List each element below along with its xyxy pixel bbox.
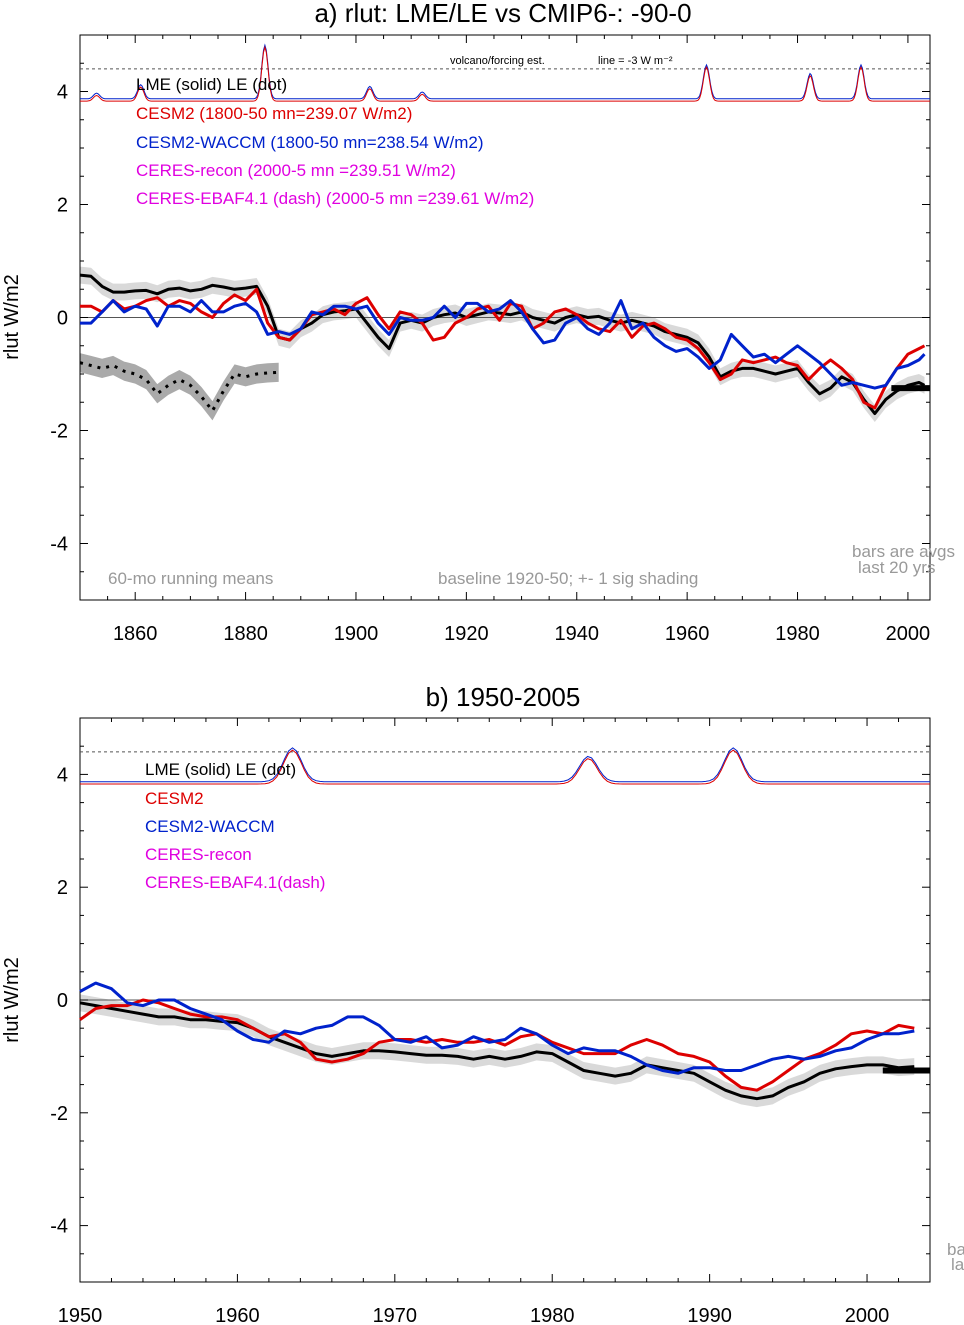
x-tick-label: 1970 (373, 1305, 418, 1325)
x-tick-label: 1960 (665, 623, 710, 645)
x-tick-label: 2000 (845, 1305, 890, 1325)
panel-b: b) 1950-2005 -4 -2 0 2 4 1950 1960 1970 1980 1990… (1, 682, 964, 1325)
panel-b-annotations: ba la (947, 1240, 964, 1274)
annotation-line-ref: line = -3 W m⁻² (598, 55, 673, 67)
legend-lme-le: LME (solid) LE (dot) (136, 75, 287, 94)
y-tick-label: -2 (50, 421, 68, 443)
y-tick-label: 0 (57, 308, 68, 330)
forcing-cesm2-line (80, 45, 930, 102)
legend-waccm: CESM2-WACCM (1800-50 mn=238.54 W/m2) (136, 133, 484, 152)
series-cesm2-waccm-line (79, 981, 915, 1075)
x-tick-label: 1920 (444, 623, 489, 645)
x-tick-label: 1860 (113, 623, 158, 645)
panel-a-series (79, 43, 930, 416)
panel-b-title: b) 1950-2005 (426, 682, 581, 712)
annotation-running: 60-mo running means (108, 569, 273, 588)
panel-a-title: a) rlut: LME/LE vs CMIP6-: -90-0 (314, 0, 691, 28)
y-tick-label: 4 (57, 764, 68, 786)
panel-a-ylabel: rlut W/m2 (1, 274, 23, 360)
y-tick-label: -4 (50, 1216, 68, 1238)
legend-ceres: CERES-recon (2000-5 mn =239.51 W/m2) (136, 161, 456, 180)
annotation-bars-2: last 20 yrs (858, 558, 935, 577)
series-lme-line (79, 1001, 915, 1101)
forcing-cesm2-line (80, 749, 930, 785)
annotation-bars-1: bars are avgs (852, 542, 955, 561)
y-tick-label: 2 (57, 877, 68, 899)
x-tick-label: 1990 (687, 1305, 732, 1325)
series-cesm2-line (80, 287, 926, 410)
panel-a-shading (80, 266, 925, 423)
x-tick-label: 1880 (223, 623, 268, 645)
panel-b-ylabel: rlut W/m2 (1, 957, 23, 1043)
legend-cesm2: CESM2 (145, 789, 204, 808)
y-tick-label: 0 (57, 990, 68, 1012)
forcing-waccm-line (80, 747, 930, 783)
panel-b-axes: -4 -2 0 2 4 1950 1960 1970 1980 1990 2000 (50, 717, 931, 1325)
panel-a-axes: -4 -2 0 2 4 1860 1880 1900 1920 1940 1960 1980 2000 (50, 34, 931, 645)
x-tick-label: 1940 (555, 623, 600, 645)
y-tick-label: -4 (50, 534, 68, 556)
y-tick-label: -2 (50, 1103, 68, 1125)
x-tick-label: 1980 (775, 623, 820, 645)
x-tick-label: 1980 (530, 1305, 575, 1325)
panel-a-annotations: volcano/forcing est. line = -3 W m⁻² 60-… (108, 55, 955, 588)
x-tick-label: 2000 (886, 623, 931, 645)
legend-waccm: CESM2-WACCM (145, 817, 275, 836)
legend-ebaf: CERES-EBAF4.1(dash) (145, 873, 325, 892)
panel-b-shading (80, 994, 915, 1108)
y-tick-label: 2 (57, 195, 68, 217)
panel-a-legend: LME (solid) LE (dot) CESM2 (1800-50 mn=2… (136, 75, 534, 208)
series-cesm2-waccm-line (80, 299, 926, 390)
panel-b-legend: LME (solid) LE (dot) CESM2 CESM2-WACCM C… (145, 760, 325, 892)
annotation-bars-2: la (951, 1255, 964, 1274)
lme-shading (80, 994, 915, 1108)
panel-a: a) rlut: LME/LE vs CMIP6-: -90-0 -4 -2 0 2 4… (1, 0, 955, 645)
x-tick-label: 1960 (215, 1305, 260, 1325)
legend-cesm2: CESM2 (1800-50 mn=239.07 W/m2) (136, 104, 412, 123)
annotation-volcano: volcano/forcing est. (450, 55, 545, 67)
x-tick-label: 1950 (58, 1305, 103, 1325)
forcing-waccm-line (80, 43, 930, 100)
le-shading (80, 353, 279, 421)
legend-ceres: CERES-recon (145, 845, 252, 864)
y-tick-label: 4 (57, 82, 68, 104)
x-tick-label: 1900 (334, 623, 379, 645)
legend-lme-le: LME (solid) LE (dot) (145, 760, 296, 779)
panel-b-series (79, 747, 930, 1101)
annotation-baseline: baseline 1920-50; +- 1 sig shading (438, 569, 698, 588)
annotation-bars-1: ba (947, 1240, 964, 1259)
legend-ebaf: CERES-EBAF4.1 (dash) (2000-5 mn =239.61 … (136, 189, 534, 208)
